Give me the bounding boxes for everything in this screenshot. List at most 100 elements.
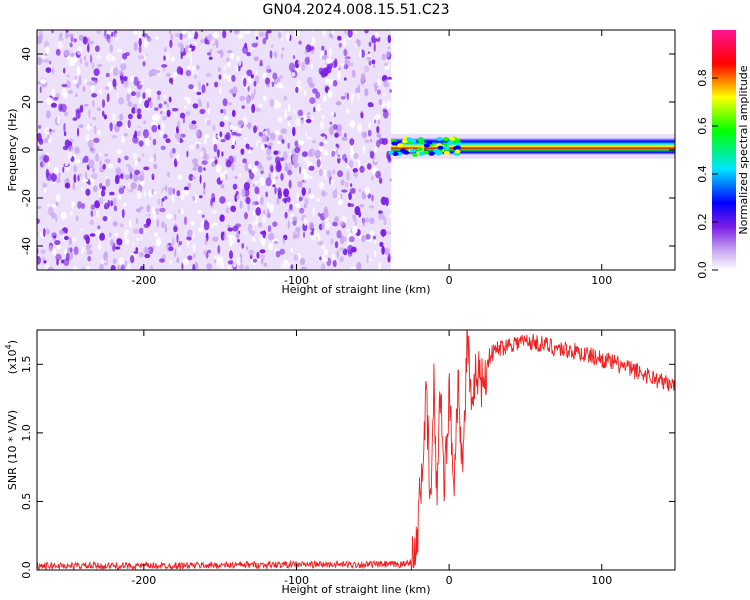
noise-speckle [85,133,90,142]
noise-speckle [135,208,142,213]
noise-speckle [118,70,124,76]
noise-speckle [289,203,293,210]
noise-speckle [360,49,365,58]
noise-speckle [382,93,386,97]
noise-speckle [99,159,102,167]
noise-speckle [63,131,67,137]
noise-speckle [143,38,149,48]
noise-speckle [199,108,206,115]
noise-speckle [218,74,222,80]
noise-speckle [347,244,354,255]
noise-speckle [341,189,348,193]
noise-speckle [38,124,42,129]
noise-speckle [346,92,349,101]
noise-speckle [362,145,366,154]
noise-speckle [191,176,196,180]
noise-speckle [273,240,279,245]
noise-speckle [258,131,263,137]
y-tick-label: 1.0 [20,424,33,442]
noise-speckle [284,262,290,269]
noise-speckle [78,173,83,177]
noise-speckle [191,120,197,125]
noise-speckle [128,219,132,228]
noise-speckle [114,246,121,250]
noise-speckle [91,62,95,69]
noise-speckle [269,203,274,213]
noise-speckle [279,248,286,255]
noise-speckle [108,232,112,238]
noise-speckle [89,233,96,237]
noise-speckle [176,190,181,197]
noise-speckle [144,248,150,254]
noise-speckle [99,182,103,189]
noise-speckle [253,56,260,62]
noise-speckle [61,83,68,88]
noise-speckle [187,255,193,261]
noise-speckle [292,154,298,164]
noise-speckle [197,165,203,173]
noise-speckle [151,122,158,126]
noise-speckle [192,167,197,171]
noise-speckle [151,173,155,180]
noise-speckle [212,134,215,145]
noise-speckle [120,77,125,85]
noise-speckle [112,221,118,227]
noise-speckle [145,139,150,147]
noise-speckle [83,234,90,241]
noise-speckle [169,150,174,159]
noise-speckle [247,203,251,211]
noise-speckle [163,67,166,72]
noise-speckle [210,198,214,206]
noise-speckle [130,182,137,190]
noise-speckle [354,217,357,227]
noise-speckle [368,41,372,47]
noise-speckle [244,212,248,220]
noise-speckle [368,60,372,66]
noise-speckle [276,159,281,169]
noise-speckle [251,237,256,243]
noise-speckle [105,72,110,78]
noise-speckle [363,65,370,73]
noise-speckle [223,233,228,241]
noise-speckle [367,102,373,108]
snr-series-line [37,330,675,570]
noise-speckle [243,137,249,141]
noise-speckle [190,124,198,130]
noise-speckle [248,149,252,154]
y-tick-label: -20 [20,189,33,207]
noise-speckle [254,160,260,166]
noise-speckle [70,210,74,216]
noise-speckle [161,221,165,229]
noise-speckle [312,88,318,94]
noise-speckle [231,145,235,149]
noise-speckle [200,150,204,158]
noise-speckle [287,142,291,149]
noise-speckle [361,131,367,139]
noise-speckle [153,153,157,163]
noise-speckle [304,49,308,55]
noise-speckle [189,144,196,150]
noise-speckle [72,79,79,85]
noise-speckle [124,260,128,268]
noise-speckle [354,30,358,36]
noise-speckle [91,210,94,217]
y-tick-label: 40 [20,47,33,61]
noise-speckle [236,232,240,237]
noise-speckle [328,47,333,57]
noise-speckle [384,62,389,67]
noise-speckle [120,264,125,270]
noise-speckle [296,192,300,202]
band-blob [428,151,435,156]
noise-speckle [256,140,261,144]
snr-x-ticks: -200 -100 0 100 [131,330,612,587]
noise-speckle [95,45,100,52]
noise-speckle [203,249,206,256]
noise-speckle [349,92,355,99]
noise-speckle [343,236,348,242]
noise-speckle [295,86,299,93]
noise-speckle [201,160,208,166]
noise-speckle [171,107,179,112]
colorbar-tick-label: 0.6 [696,117,709,135]
noise-speckle [42,162,46,167]
noise-speckle [156,90,162,96]
